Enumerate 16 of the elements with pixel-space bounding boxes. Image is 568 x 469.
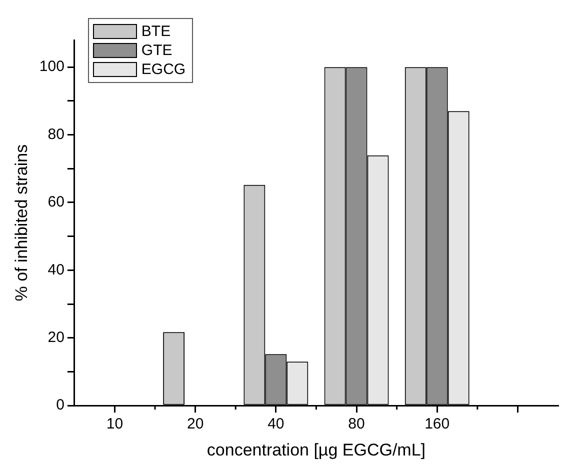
x-tick-label: 10 [106,416,124,433]
y-tick-label: 100 [39,58,64,76]
x-tick-label: 40 [268,416,284,433]
y-tick-label: 20 [48,329,64,346]
y-tick-label: 80 [48,126,64,143]
y-axis-title: % of inhibited strains [12,144,31,302]
y-tick-label: 40 [48,261,64,278]
x-tick-label: 20 [186,416,204,433]
y-tick-label: 0 [56,396,64,414]
legend-label: EGCG [141,61,186,78]
legend-label: BTE [141,23,171,40]
y-tick-label: 60 [48,194,64,211]
x-tick-label: 80 [348,416,365,433]
x-axis-title: concentration [µg EGCG/mL] [206,440,426,460]
x-tick-label: 160 [424,416,450,433]
legend-label: GTE [141,42,172,59]
